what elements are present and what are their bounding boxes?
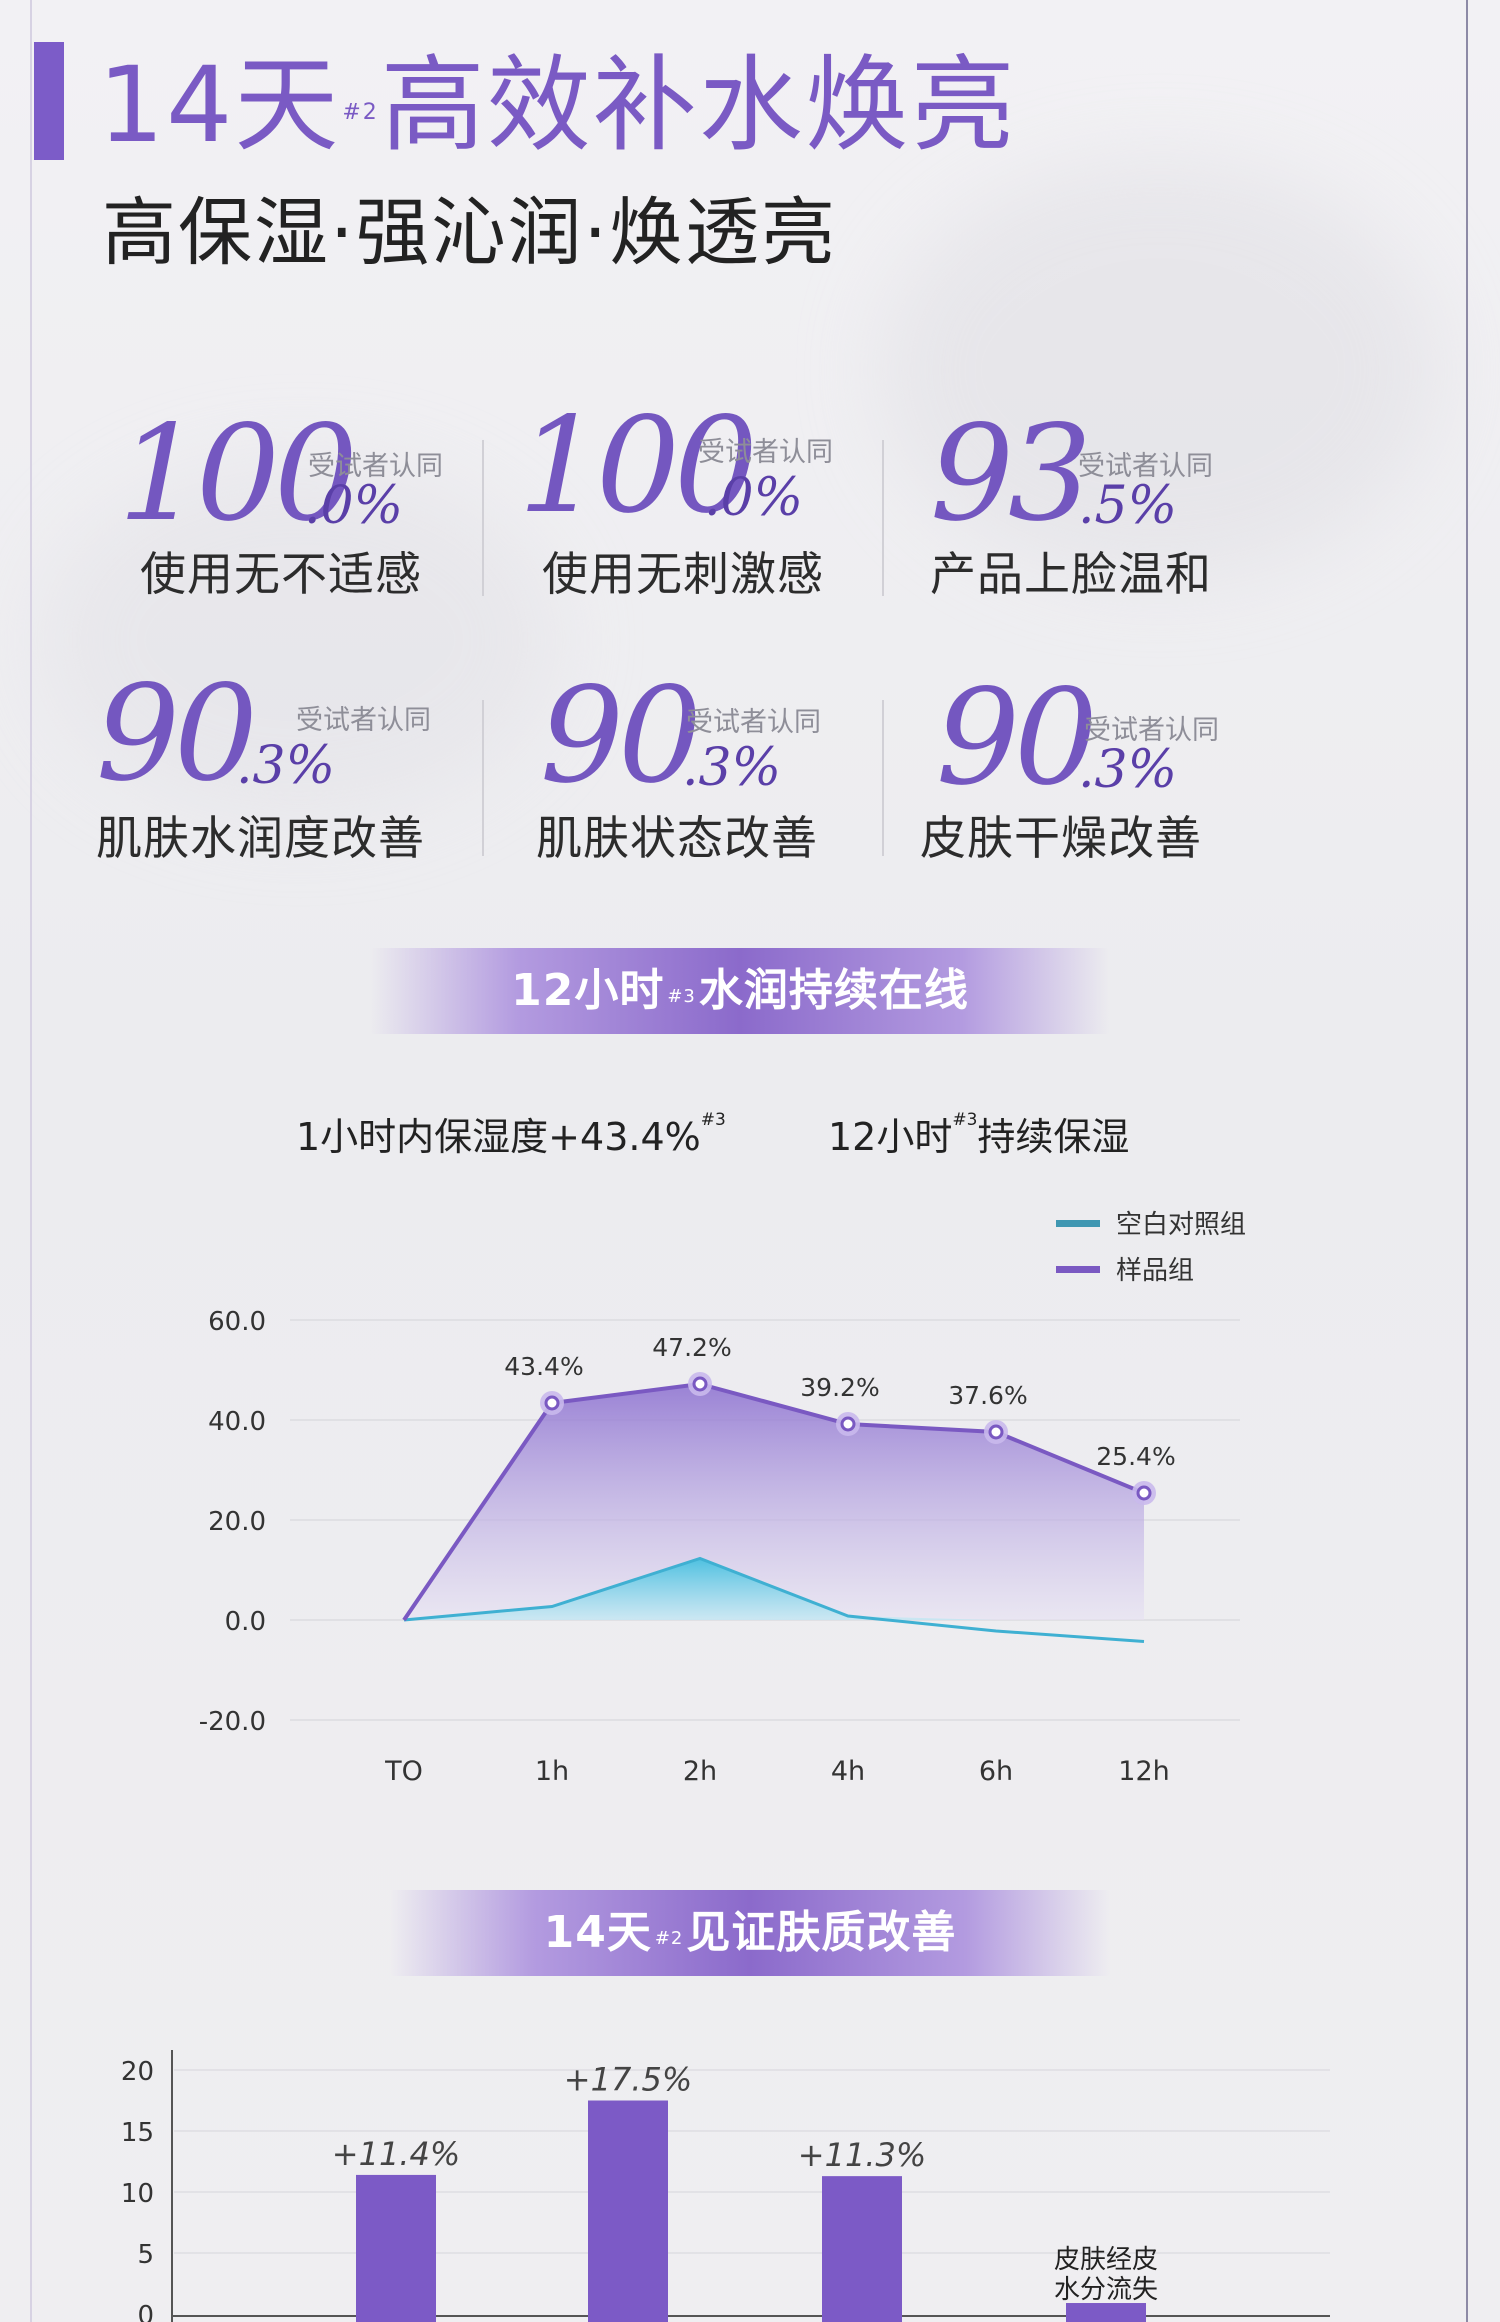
stat-no-discomfort: 100 .0% 受试者认同 使用无不适感 bbox=[118, 397, 443, 601]
data-label: 47.2% bbox=[652, 1333, 731, 1362]
bar bbox=[822, 2176, 902, 2322]
y-tick-label: -20.0 bbox=[199, 1707, 266, 1737]
section-banner-14d: 14天 #2见证肤质改善 bbox=[390, 1890, 1110, 1976]
y-tick-label: 10 bbox=[121, 2179, 154, 2209]
background-blob bbox=[40, 460, 560, 820]
y-tick-label: 20.0 bbox=[208, 1507, 266, 1537]
title-accent-bar bbox=[34, 42, 64, 160]
bar-data-label: +11.3% bbox=[798, 2136, 926, 2174]
caption-12h-moisture: 12小时#3持续保湿 bbox=[828, 1110, 1130, 1159]
bar bbox=[588, 2100, 668, 2322]
bar-data-label: +17.5% bbox=[564, 2061, 692, 2099]
sample-group-line bbox=[402, 1381, 1145, 1622]
sample-point bbox=[544, 1395, 560, 1411]
data-label: 39.2% bbox=[800, 1373, 879, 1402]
x-tick-label: 4h bbox=[831, 1756, 865, 1787]
page-subtitle: 高保湿·强沁润·焕透亮 bbox=[102, 190, 838, 276]
y-tick-label: 60.0 bbox=[208, 1307, 266, 1337]
sample-point bbox=[692, 1376, 708, 1392]
section-banner-12h: 12小时 #3水润持续在线 bbox=[370, 948, 1110, 1034]
stat-divider bbox=[482, 700, 484, 856]
y-tick-label: 5 bbox=[137, 2240, 154, 2270]
bar-annotation: 水分流失 bbox=[1054, 2275, 1158, 2305]
banner-title: 14天 #2见证肤质改善 bbox=[543, 1907, 957, 1958]
right-rule bbox=[1466, 0, 1468, 2322]
x-tick-label: 1h bbox=[535, 1756, 569, 1787]
stat-moisture: 90 .3% 受试者认同 肌肤水润度改善 bbox=[96, 657, 431, 865]
sample-point bbox=[1136, 1485, 1152, 1501]
y-tick-label: 0 bbox=[137, 2301, 154, 2322]
stat-divider bbox=[882, 440, 884, 596]
stat-skin-condition: 90 .3% 受试者认同 肌肤状态改善 bbox=[536, 659, 821, 865]
bar bbox=[1066, 2303, 1146, 2322]
moisture-line-chart: 60.0 40.0 20.0 0.0 -20.0 TO 1h 2h 4h 6h 12h 43.4%… bbox=[199, 1210, 1246, 1787]
x-tick-label: 2h bbox=[683, 1756, 717, 1787]
x-tick-label: 6h bbox=[979, 1756, 1013, 1787]
data-label: 37.6% bbox=[948, 1381, 1027, 1410]
x-tick-label: 12h bbox=[1118, 1756, 1169, 1787]
legend-label: 空白对照组 bbox=[1116, 1210, 1246, 1240]
x-tick-label: TO bbox=[384, 1756, 423, 1787]
legend-swatch bbox=[1056, 1266, 1100, 1273]
data-label: 25.4% bbox=[1096, 1442, 1175, 1471]
stat-no-irritation: 100 .0% 受试者认同 使用无刺激感 bbox=[518, 389, 833, 601]
control-group-area bbox=[404, 1558, 1144, 1620]
sample-group-area bbox=[404, 1384, 1144, 1620]
sample-point bbox=[840, 1416, 856, 1432]
bar bbox=[356, 2174, 436, 2322]
background-blob bbox=[880, 160, 1440, 580]
legend-swatch bbox=[1056, 1220, 1100, 1227]
page-title: 14天#2高效补水焕亮 bbox=[98, 44, 1017, 166]
left-rule bbox=[30, 0, 32, 2322]
stat-divider bbox=[882, 700, 884, 856]
y-tick-label: 0.0 bbox=[225, 1607, 266, 1637]
stat-gentle: 93 .5% 受试者认同 产品上脸温和 bbox=[930, 397, 1213, 601]
legend-label: 样品组 bbox=[1116, 1256, 1194, 1286]
y-tick-label: 40.0 bbox=[208, 1407, 266, 1437]
data-label: 43.4% bbox=[504, 1352, 583, 1381]
bar-data-label: +11.4% bbox=[332, 2135, 460, 2173]
sample-point bbox=[988, 1424, 1004, 1440]
banner-title: 12小时 #3水润持续在线 bbox=[511, 965, 969, 1016]
stat-divider bbox=[482, 440, 484, 596]
control-group-line bbox=[403, 1556, 1145, 1643]
bar-annotation: 皮肤经皮 bbox=[1054, 2245, 1158, 2275]
stat-dryness: 90 .3% 受试者认同 皮肤干燥改善 bbox=[920, 661, 1219, 865]
y-tick-label: 15 bbox=[121, 2118, 154, 2148]
y-tick-label: 20 bbox=[121, 2057, 154, 2087]
caption-1h-moisture: 1小时内保湿度+43.4%#3 bbox=[296, 1110, 726, 1159]
